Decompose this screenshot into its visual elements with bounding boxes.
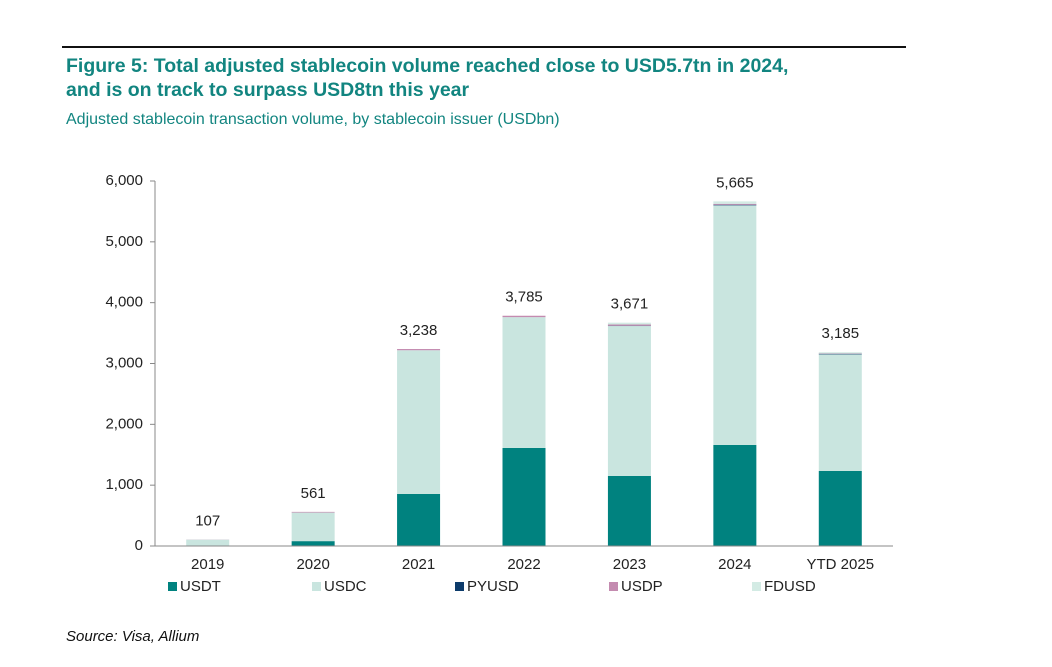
y-tick-label: 2,000 [105,415,143,432]
x-tick-label: 2021 [402,556,435,573]
bar-segment [186,539,230,546]
source: Source: Visa, Allium [66,628,199,645]
total-label: 3,785 [505,289,543,306]
bar-segment [818,354,862,471]
bar-segment [291,541,335,546]
y-tick-label: 0 [135,537,143,554]
legend-swatch [168,582,177,591]
y-tick-label: 4,000 [105,294,143,311]
y-tick-label: 3,000 [105,354,143,371]
chart-title: and is on track to surpass USD8tn this y… [66,79,470,101]
bar-segment [713,203,757,205]
total-label: 3,185 [822,325,860,342]
y-tick-label: 6,000 [105,172,143,189]
total-label: 561 [301,485,326,502]
bar-segment [818,353,862,355]
x-tick-label: YTD 2025 [807,556,875,573]
x-tick-label: 2020 [296,556,329,573]
legend-swatch [312,582,321,591]
x-tick-label: 2022 [507,556,540,573]
bar-segment [713,201,757,204]
chart-subtitle: Adjusted stablecoin transaction volume, … [66,111,560,128]
bar-segment [607,475,651,546]
legend-label: PYUSD [467,578,519,595]
legend-label: USDC [324,578,367,595]
bar-segment [607,322,651,325]
bar-segment [713,444,757,546]
bar-segment [818,352,862,354]
total-label: 3,238 [400,322,438,339]
y-tick-label: 1,000 [105,476,143,493]
legend-label: FDUSD [764,578,816,595]
bar-segment [713,204,757,206]
total-label: 3,671 [611,296,649,313]
bar-segment [502,315,546,318]
total-label: 5,665 [716,174,754,191]
legend-swatch [752,582,761,591]
legend-label: USDT [180,578,221,595]
legend-swatch [609,582,618,591]
bar-segment [713,205,757,445]
x-tick-label: 2024 [718,556,751,573]
x-tick-label: 2023 [613,556,646,573]
bar-segment [818,470,862,546]
chart-title: Figure 5: Total adjusted stablecoin volu… [66,55,788,77]
bar-segment [291,512,335,542]
bar-segment [397,493,441,546]
legend-swatch [455,582,464,591]
bar-segment [607,324,651,326]
total-label: 107 [195,512,220,529]
bar-segment [502,447,546,546]
legend-label: USDP [621,578,663,595]
x-tick-label: 2019 [191,556,224,573]
bar-segment [502,317,546,448]
bar-segment [291,511,335,513]
bar-segment [397,349,441,351]
y-tick-label: 5,000 [105,233,143,250]
bar-segment [607,326,651,476]
bar-segment [397,350,441,494]
